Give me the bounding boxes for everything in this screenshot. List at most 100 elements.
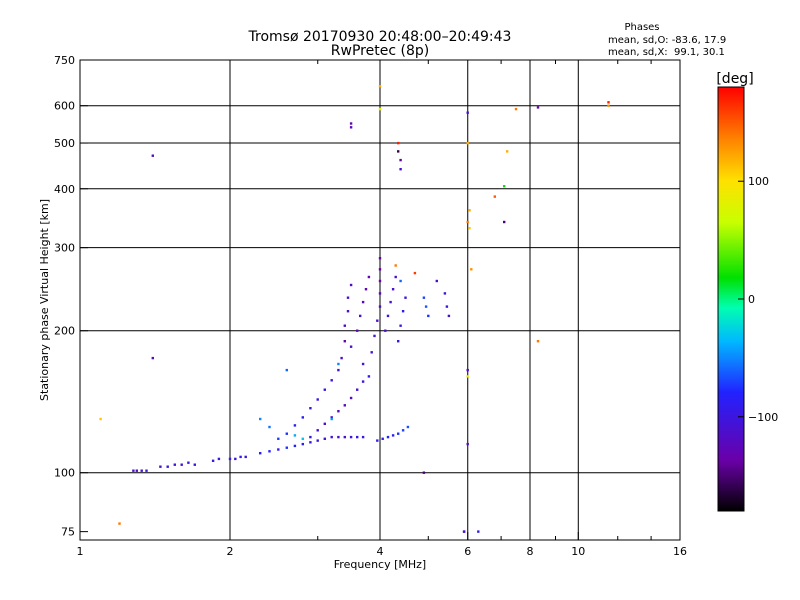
data-point: [401, 310, 405, 313]
data-point: [330, 379, 333, 382]
data-point: [343, 404, 346, 407]
data-point: [506, 150, 509, 153]
data-point: [378, 85, 382, 88]
data-point: [244, 455, 247, 459]
data-point: [399, 168, 402, 171]
data-point: [309, 441, 312, 444]
data-point: [285, 432, 288, 435]
data-point: [277, 437, 280, 440]
data-point: [135, 469, 138, 472]
data-point: [173, 463, 176, 466]
data-point: [187, 461, 190, 464]
data-points: [99, 85, 610, 533]
data-point: [356, 388, 359, 391]
data-point: [427, 314, 430, 318]
data-point: [386, 435, 390, 439]
data-point: [503, 220, 506, 224]
data-point: [330, 435, 333, 439]
data-point: [468, 227, 471, 230]
data-point: [391, 434, 395, 437]
data-point: [435, 279, 438, 283]
data-point: [468, 209, 471, 212]
data-point: [470, 268, 473, 271]
data-point: [399, 158, 402, 162]
data-point: [323, 437, 326, 440]
stats-heading: Phases: [624, 22, 659, 33]
data-point: [361, 362, 365, 366]
data-point: [466, 111, 469, 114]
data-point: [361, 435, 365, 439]
data-point: [337, 410, 340, 413]
plot-area: 1 2 4 6 8 10 16 75 100 200 300 400 500 600 750: [54, 54, 687, 558]
data-point: [361, 300, 365, 304]
stats-line-x: mean, sd,X: 99.1, 30.1: [608, 47, 725, 58]
x-tick-label: 6: [464, 545, 471, 558]
data-point: [343, 324, 346, 327]
data-point: [462, 530, 466, 533]
data-point: [349, 126, 353, 129]
data-point: [367, 275, 371, 279]
data-point: [503, 185, 506, 188]
data-point: [268, 450, 271, 453]
y-axis-label: Stationary phase Virtual Height [km]: [38, 199, 51, 401]
data-point: [401, 429, 405, 432]
data-point: [301, 416, 304, 419]
data-point: [397, 340, 400, 343]
data-point: [424, 305, 428, 308]
data-point: [381, 437, 384, 440]
data-point: [349, 435, 353, 439]
data-point: [349, 345, 353, 348]
data-point: [466, 442, 469, 446]
data-point: [259, 452, 262, 455]
data-point: [330, 417, 333, 421]
data-point: [361, 380, 365, 383]
data-point: [301, 437, 304, 440]
data-point: [337, 362, 340, 366]
data-point: [514, 107, 518, 111]
data-point: [466, 141, 469, 145]
x-tick-label: 10: [571, 545, 585, 558]
data-point: [349, 396, 353, 400]
data-point: [399, 324, 402, 327]
data-point: [211, 459, 215, 462]
data-point: [378, 107, 382, 111]
data-point: [413, 271, 417, 275]
colorbar-tick-label: 100: [748, 175, 769, 188]
data-point: [378, 257, 382, 260]
stats-line-o: mean, sd,O: -83.6, 17.9: [608, 35, 726, 46]
data-point: [343, 340, 346, 343]
data-point: [309, 435, 312, 439]
data-point: [151, 154, 154, 157]
data-point: [447, 314, 451, 318]
data-point: [376, 319, 379, 322]
data-point: [466, 220, 469, 224]
data-point: [293, 434, 297, 437]
data-point: [349, 283, 353, 287]
data-point: [399, 279, 402, 283]
x-tick-label: 16: [673, 545, 687, 558]
data-point: [607, 104, 610, 107]
data-point: [151, 356, 154, 360]
data-point: [406, 425, 410, 429]
data-point: [217, 457, 221, 461]
data-point: [330, 416, 333, 419]
data-point: [359, 314, 362, 318]
data-point: [309, 407, 312, 410]
data-point: [378, 305, 382, 308]
data-point: [99, 417, 102, 421]
data-point: [378, 268, 382, 271]
data-point: [323, 388, 326, 391]
y-tick-label: 300: [54, 242, 75, 255]
data-point: [140, 469, 143, 472]
data-point: [346, 310, 350, 313]
data-point: [370, 351, 373, 354]
y-tick-label: 400: [54, 183, 75, 196]
data-point: [607, 101, 610, 104]
data-point: [378, 292, 382, 295]
chart-title-line1: Tromsø 20170930 20:48:00–20:49:43: [248, 29, 512, 45]
data-point: [166, 465, 169, 468]
y-tick-label: 600: [54, 100, 75, 113]
data-point: [536, 340, 540, 343]
y-tick-label: 75: [61, 526, 75, 539]
